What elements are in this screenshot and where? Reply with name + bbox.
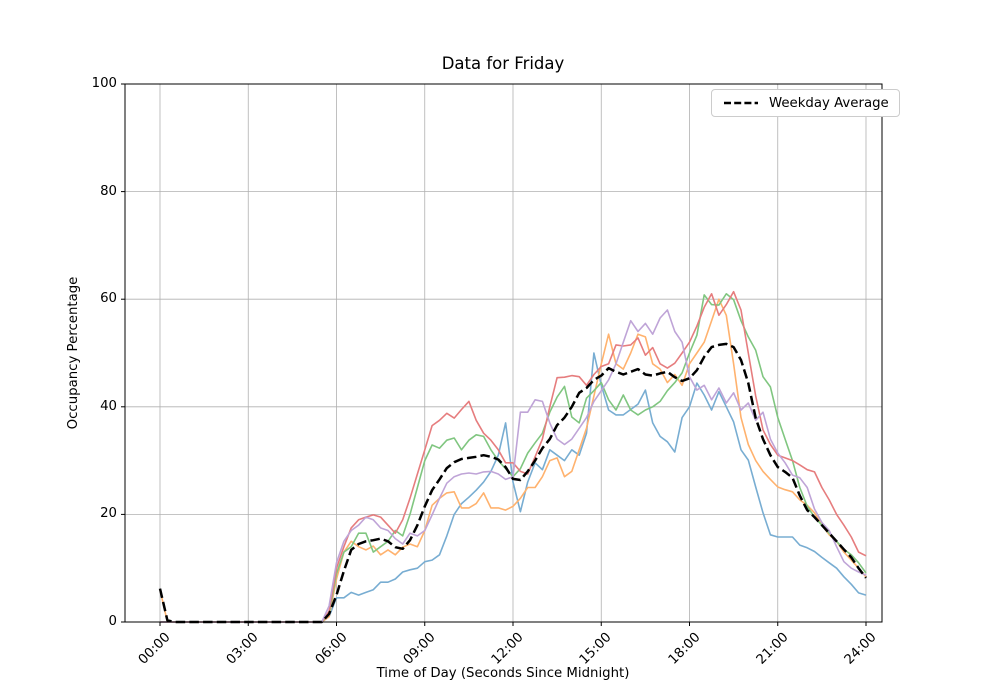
legend-label: Weekday Average [769, 95, 889, 111]
y-tick-label: 40 [100, 398, 117, 414]
y-tick-label: 80 [100, 183, 117, 199]
y-tick-label: 0 [108, 614, 117, 629]
y-tick-label: 60 [100, 291, 117, 307]
y-tick-label: 100 [91, 76, 117, 91]
x-axis-label: Time of Day (Seconds Since Midnight) [376, 666, 630, 681]
legend-dashed-line-sample [724, 101, 758, 105]
chart-title: Data for Friday [441, 54, 565, 73]
y-axis-label: Occupancy Percentage [66, 276, 81, 430]
y-tick-label: 20 [100, 506, 117, 522]
axes-spines [124, 83, 883, 623]
legend-box: Weekday Average [711, 89, 900, 117]
